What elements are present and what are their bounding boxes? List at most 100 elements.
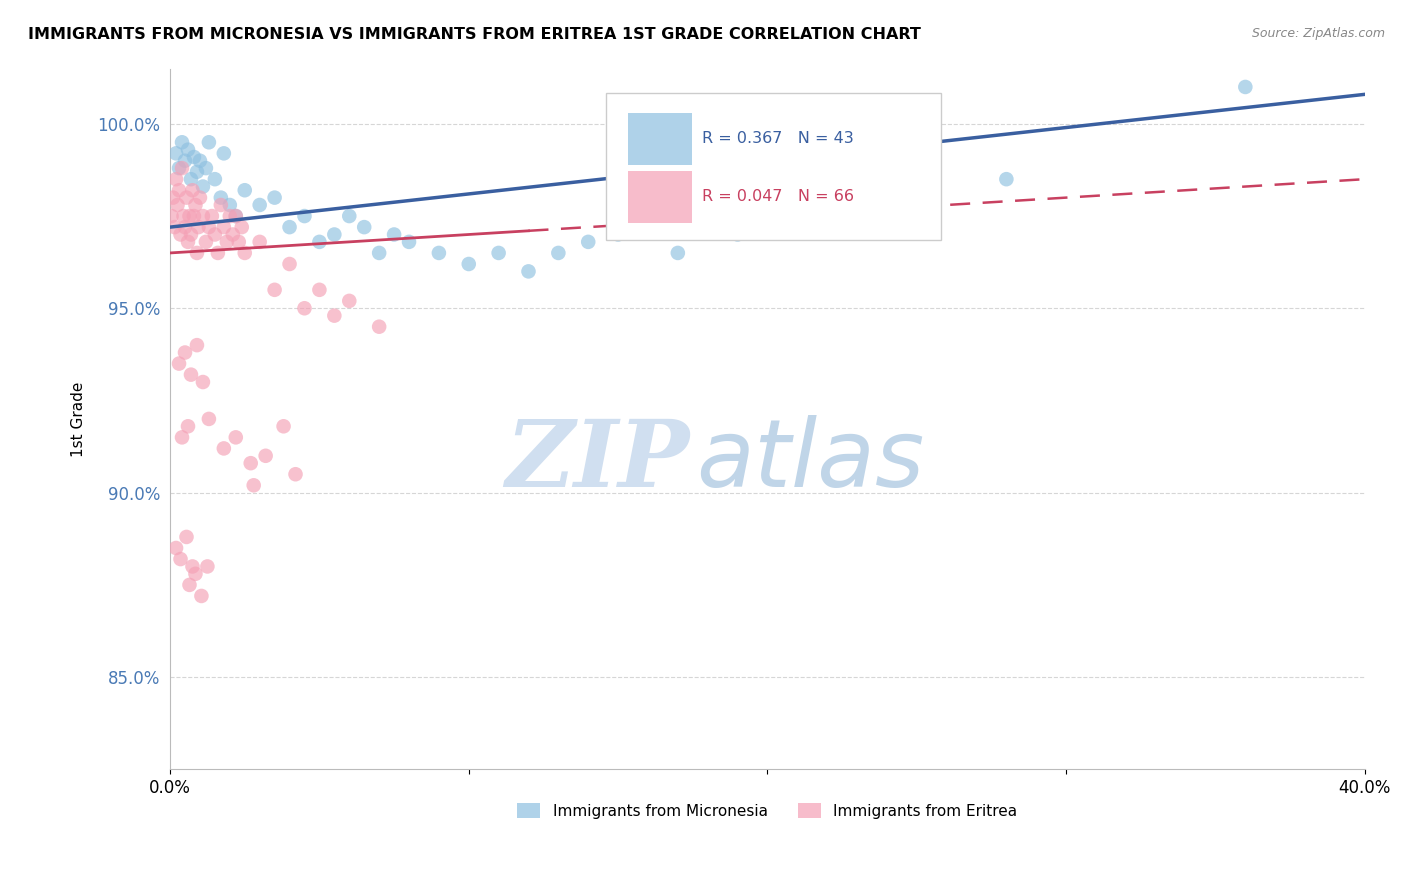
Point [186, 338, 208, 352]
Point [177, 419, 200, 434]
Point [176, 530, 198, 544]
Point [846, 198, 869, 212]
Point [337, 209, 360, 223]
Point [547, 246, 569, 260]
Point [457, 257, 479, 271]
Point [323, 309, 346, 323]
Point [607, 227, 630, 242]
Point [184, 198, 207, 212]
Text: atlas: atlas [696, 416, 924, 507]
Point [294, 209, 316, 223]
Point [170, 430, 193, 444]
FancyBboxPatch shape [627, 112, 692, 164]
Point [249, 198, 271, 212]
Point [273, 419, 295, 434]
Point [163, 220, 186, 235]
Point [233, 183, 256, 197]
Point [337, 293, 360, 308]
Point [727, 227, 749, 242]
Point [190, 589, 212, 603]
Point [427, 246, 450, 260]
Point [191, 209, 214, 223]
Y-axis label: 1st Grade: 1st Grade [72, 381, 86, 457]
Point [204, 227, 226, 242]
Point [225, 430, 247, 444]
Point [517, 264, 540, 278]
Point [278, 220, 301, 235]
Point [353, 220, 375, 235]
Point [170, 136, 193, 150]
Point [180, 368, 202, 382]
Point [170, 161, 193, 175]
Point [212, 146, 235, 161]
Point [169, 227, 191, 242]
Point [177, 235, 200, 249]
Point [786, 209, 808, 223]
Point [174, 153, 197, 168]
Point [576, 235, 599, 249]
Point [194, 161, 217, 175]
Point [198, 412, 221, 426]
Point [179, 578, 201, 592]
Point [174, 220, 197, 235]
Point [201, 209, 224, 223]
Point [368, 246, 391, 260]
Point [215, 235, 238, 249]
Point [239, 456, 262, 470]
Point [1234, 79, 1257, 94]
Point [191, 375, 214, 389]
Point [191, 179, 214, 194]
Point [278, 257, 301, 271]
Point [186, 246, 208, 260]
Point [180, 172, 202, 186]
Point [225, 209, 247, 223]
Point [209, 191, 232, 205]
Point [188, 153, 211, 168]
Point [197, 559, 219, 574]
Point [198, 136, 221, 150]
Point [160, 209, 183, 223]
Point [218, 209, 240, 223]
FancyBboxPatch shape [606, 93, 941, 240]
Point [173, 209, 195, 223]
Point [254, 449, 277, 463]
Point [225, 209, 247, 223]
Point [184, 566, 207, 581]
Point [212, 442, 235, 456]
Point [212, 220, 235, 235]
Legend: Immigrants from Micronesia, Immigrants from Eritrea: Immigrants from Micronesia, Immigrants f… [512, 797, 1024, 825]
Point [179, 209, 201, 223]
Point [181, 559, 204, 574]
Point [165, 172, 187, 186]
Point [209, 198, 232, 212]
Point [204, 172, 226, 186]
Point [308, 283, 330, 297]
Text: R = 0.047   N = 66: R = 0.047 N = 66 [702, 189, 853, 204]
Point [368, 319, 391, 334]
Point [186, 165, 208, 179]
Point [666, 246, 689, 260]
Point [294, 301, 316, 316]
Point [176, 191, 198, 205]
Point [249, 235, 271, 249]
Point [183, 150, 205, 164]
Point [181, 183, 204, 197]
Point [228, 235, 250, 249]
Point [382, 227, 405, 242]
Point [177, 143, 200, 157]
Point [165, 541, 187, 555]
Point [905, 191, 928, 205]
Text: Source: ZipAtlas.com: Source: ZipAtlas.com [1251, 27, 1385, 40]
Point [308, 235, 330, 249]
Point [398, 235, 420, 249]
Point [167, 357, 190, 371]
Point [167, 183, 190, 197]
Point [166, 198, 188, 212]
Text: ZIP: ZIP [506, 416, 690, 506]
Point [174, 345, 197, 359]
Point [162, 191, 184, 205]
FancyBboxPatch shape [627, 171, 692, 223]
Point [218, 198, 240, 212]
Point [263, 283, 285, 297]
Point [207, 246, 229, 260]
